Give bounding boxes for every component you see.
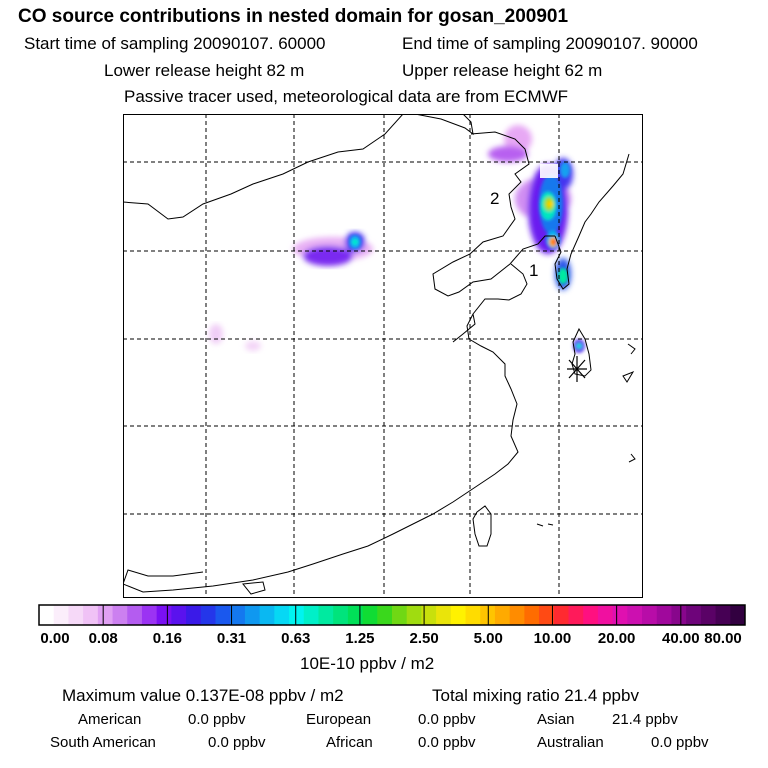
colorbar-tick-label: 0.63 bbox=[281, 630, 311, 647]
colorbar-swatch bbox=[244, 605, 261, 625]
colorbar-swatch bbox=[39, 605, 55, 625]
star-marker-icon bbox=[567, 356, 587, 382]
map-label-2: 2 bbox=[490, 189, 499, 208]
colorbar-swatch bbox=[406, 605, 422, 625]
colorbar-units: 10E-10 ppbv / m2 bbox=[300, 654, 435, 673]
colorbar-tick-label: 40.00 bbox=[662, 630, 700, 647]
colorbar-swatch bbox=[156, 605, 172, 625]
colorbar-swatch bbox=[436, 605, 452, 625]
colorbar-swatch bbox=[200, 605, 216, 625]
colorbar-tick-label: 5.00 bbox=[473, 630, 503, 647]
colorbar-swatch bbox=[524, 605, 540, 625]
total-mixing-ratio: Total mixing ratio 21.4 ppbv bbox=[432, 686, 639, 705]
region-european-value: 0.0 ppbv bbox=[418, 711, 476, 728]
colorbar-swatch bbox=[112, 605, 128, 625]
grid-lines bbox=[123, 114, 643, 598]
region-australian-value: 0.0 ppbv bbox=[651, 734, 709, 751]
colorbar-swatch bbox=[583, 605, 599, 625]
region-asian-value: 21.4 ppbv bbox=[612, 711, 678, 728]
colorbar-tick-label: 10.00 bbox=[533, 630, 572, 647]
colorbar-swatch bbox=[97, 605, 114, 625]
plot-title: CO source contributions in nested domain… bbox=[18, 6, 569, 27]
lower-release-label: Lower release height 82 m bbox=[104, 61, 305, 80]
colorbar-swatch bbox=[347, 605, 364, 625]
coastline-borders bbox=[123, 114, 636, 595]
region-african-value: 0.0 ppbv bbox=[418, 734, 476, 751]
region-south-american-value: 0.0 ppbv bbox=[208, 734, 266, 751]
colorbar-swatch bbox=[494, 605, 511, 625]
colorbar-swatch bbox=[274, 605, 290, 625]
region-american-label: American bbox=[78, 711, 142, 728]
region-american-value: 0.0 ppbv bbox=[188, 711, 246, 728]
colorbar-swatch bbox=[642, 605, 658, 625]
region-south-american-label: South American bbox=[50, 734, 156, 751]
colorbar-tick-label: 0.00 bbox=[40, 630, 70, 647]
colorbar-swatch bbox=[421, 605, 437, 625]
colorbar-swatch bbox=[377, 605, 393, 625]
colorbar-swatch bbox=[509, 605, 525, 625]
start-time-label: Start time of sampling 20090107. 60000 bbox=[24, 34, 326, 53]
colorbar-swatch bbox=[539, 605, 555, 625]
colorbar-swatch bbox=[671, 605, 687, 625]
colorbar-swatch bbox=[83, 605, 99, 625]
region-african-label: African bbox=[326, 734, 373, 751]
map-panel: 1 2 bbox=[123, 114, 643, 598]
colorbar-swatch bbox=[450, 605, 467, 625]
colorbar-tick-label: 0.16 bbox=[152, 630, 182, 647]
map-label-1: 1 bbox=[529, 261, 538, 280]
colorbar-swatch bbox=[465, 605, 481, 625]
concentration-plumes bbox=[209, 125, 585, 353]
colorbar-swatch bbox=[686, 605, 702, 625]
colorbar-tick-label: 80.00 bbox=[704, 630, 742, 647]
map-frame bbox=[123, 114, 643, 598]
colorbar-swatch bbox=[656, 605, 672, 625]
colorbar-swatch bbox=[392, 605, 408, 625]
colorbar-swatch bbox=[700, 605, 717, 625]
colorbar-tick-label: 0.31 bbox=[216, 630, 247, 647]
colorbar-swatch bbox=[53, 605, 69, 625]
colorbar-swatch bbox=[215, 605, 231, 625]
colorbar-swatch bbox=[333, 605, 349, 625]
colorbar-swatch bbox=[597, 605, 614, 625]
colorbar-swatch bbox=[259, 605, 275, 625]
colorbar-swatch bbox=[362, 605, 378, 625]
colorbar-swatch bbox=[127, 605, 143, 625]
upper-release-label: Upper release height 62 m bbox=[402, 61, 603, 80]
colorbar-swatch bbox=[730, 605, 746, 625]
colorbar-swatch bbox=[230, 605, 246, 625]
max-value: Maximum value 0.137E-08 ppbv / m2 bbox=[62, 686, 344, 705]
region-australian-label: Australian bbox=[537, 734, 604, 751]
colorbar-border bbox=[38, 604, 746, 626]
colorbar-swatch bbox=[68, 605, 84, 625]
end-time-label: End time of sampling 20090107. 90000 bbox=[402, 34, 698, 53]
region-asian-label: Asian bbox=[537, 711, 575, 728]
region-european-label: European bbox=[306, 711, 372, 728]
colorbar-swatch bbox=[186, 605, 202, 625]
colorbar-swatch bbox=[318, 605, 334, 625]
colorbar bbox=[38, 604, 746, 626]
colorbar-swatch bbox=[553, 605, 569, 625]
colorbar-tick-label: 2.50 bbox=[409, 630, 439, 647]
colorbar-swatch bbox=[303, 605, 319, 625]
tracer-note: Passive tracer used, meteorological data… bbox=[124, 87, 569, 106]
colorbar-tick-label: 0.08 bbox=[88, 630, 118, 647]
colorbar-swatch bbox=[141, 605, 158, 625]
colorbar-swatch bbox=[568, 605, 584, 625]
colorbar-tick-label: 20.00 bbox=[597, 630, 636, 647]
colorbar-swatch bbox=[627, 605, 643, 625]
colorbar-swatch bbox=[289, 605, 305, 625]
colorbar-swatch bbox=[171, 605, 187, 625]
colorbar-swatch bbox=[715, 605, 731, 625]
colorbar-swatch bbox=[612, 605, 628, 625]
colorbar-tick-label: 1.25 bbox=[345, 630, 375, 647]
